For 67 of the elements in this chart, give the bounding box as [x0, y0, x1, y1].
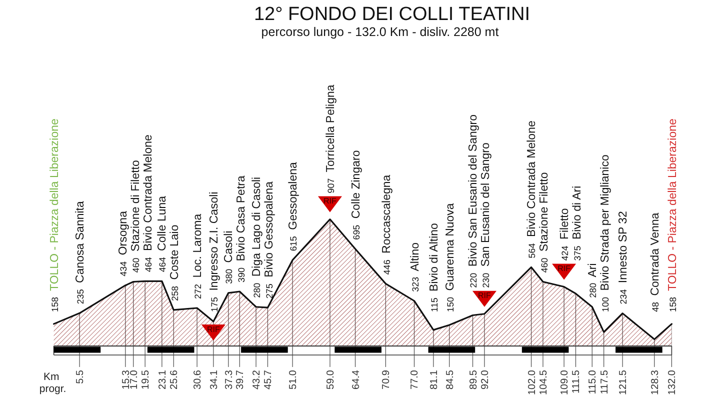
data-label: 235 Canosa Sannita — [74, 200, 87, 304]
data-label: 907 Torricella Peligna — [325, 84, 338, 194]
x-tick-label: 51.0 — [288, 370, 300, 390]
x-tick-label: 89.5 — [468, 370, 480, 390]
x-tick-label: 23.1 — [157, 370, 168, 390]
x-tick-label: 59.0 — [325, 370, 336, 390]
data-label: 434 Orsogna — [117, 210, 130, 276]
x-tick-label: 81.1 — [428, 370, 440, 390]
data-label: 323 Altino — [409, 242, 422, 292]
x-tick-label: 84.5 — [444, 370, 456, 390]
x-tick-label: 5.5 — [75, 370, 86, 384]
data-label: 272 Loc. Laroma — [192, 213, 204, 299]
x-tick-label: 45.7 — [263, 370, 274, 390]
data-label: 375 Bivio di Ari — [571, 186, 584, 261]
x-axis-title: Km progr. — [39, 371, 66, 395]
data-label: 464 Bivio Contrada Melone — [142, 134, 154, 272]
x-tick-label: 111.5 — [571, 370, 582, 394]
x-tick-label: 34.1 — [208, 370, 220, 390]
x-tick-label: 17.0 — [128, 370, 140, 390]
x-tick-label: 102.0 — [526, 370, 538, 396]
x-tick-label: 19.5 — [140, 370, 152, 390]
x-tick-label: 104.5 — [538, 370, 550, 396]
x-tick-label: 25.6 — [169, 370, 180, 390]
data-label: 615 Gessopalena — [288, 161, 300, 252]
annotation: RIF — [478, 291, 492, 300]
data-label: 115 Bivio di Altino — [428, 223, 441, 312]
data-label: 150 Guarenna Nuova — [444, 202, 456, 312]
data-label: 280 Ari — [586, 263, 599, 298]
x-tick-label: 77.0 — [410, 370, 421, 390]
x-tick-label: 109.0 — [560, 370, 571, 396]
data-label: 100 Bivio Strada per Miglianico — [599, 154, 612, 312]
data-label: 158 TOLLO - Piazza della Liberazione — [48, 118, 61, 312]
x-tick-label: 30.6 — [192, 370, 204, 390]
data-label: 695 Colle Zingaro — [350, 150, 362, 240]
x-tick-label: 132.0 — [667, 370, 678, 396]
data-label: 564 Bivio Contrada Melone — [526, 120, 538, 258]
data-label: 230 San Eusanio del Sangro — [480, 142, 492, 288]
x-tick-label: 39.7 — [235, 370, 246, 390]
chart-title: 12° FONDO DEI COLLI TEATINI — [254, 4, 530, 25]
data-label: 275 Bivio Gessopalena — [263, 180, 276, 299]
x-tick-label: 92.0 — [480, 370, 491, 390]
data-label: 380 Casoli — [222, 230, 235, 284]
data-label: 258 Coste Laio — [169, 224, 182, 301]
data-label: 460 Stazione di Filetto — [130, 160, 142, 273]
data-label: 446 Roccascalegna — [380, 174, 393, 275]
x-tick-label: 70.9 — [381, 370, 392, 390]
chart-subtitle: percorso lungo - 132.0 Km - disliv. 2280 mt — [261, 25, 500, 39]
x-tick-label: 115.0 — [588, 370, 599, 394]
x-tick-label: 37.3 — [224, 370, 235, 390]
data-label: 234 Innesto SP 32 — [618, 211, 630, 304]
data-label: 460 Stazione Filetto — [538, 172, 551, 273]
x-tick-label: 128.3 — [650, 370, 661, 396]
data-label: 280 Diga Lago di Casoli — [250, 176, 263, 298]
data-label: 424 Filetto — [558, 208, 571, 261]
data-label: 390 Bivio Casa Petra — [235, 175, 248, 283]
x-tick-label: 121.5 — [618, 370, 630, 396]
data-label: 175 Ingresso Z.I. Casoli — [208, 192, 221, 312]
data-label: 464 Colle Luna — [156, 195, 169, 272]
x-tick-label: 117.5 — [599, 370, 610, 394]
annotation: RIF — [206, 324, 220, 334]
x-tick-label: 64.4 — [350, 370, 362, 390]
data-label: 158 TOLLO - Piazza della Liberazione — [666, 118, 679, 312]
x-tick-label: 43.2 — [252, 370, 263, 390]
data-label: 48 Contrada Venna — [650, 212, 662, 312]
annotation: RIF — [324, 196, 337, 206]
annotation: RIF — [558, 264, 571, 273]
data-label: 220 Bivio San Eusanio del Sangro — [467, 114, 480, 288]
